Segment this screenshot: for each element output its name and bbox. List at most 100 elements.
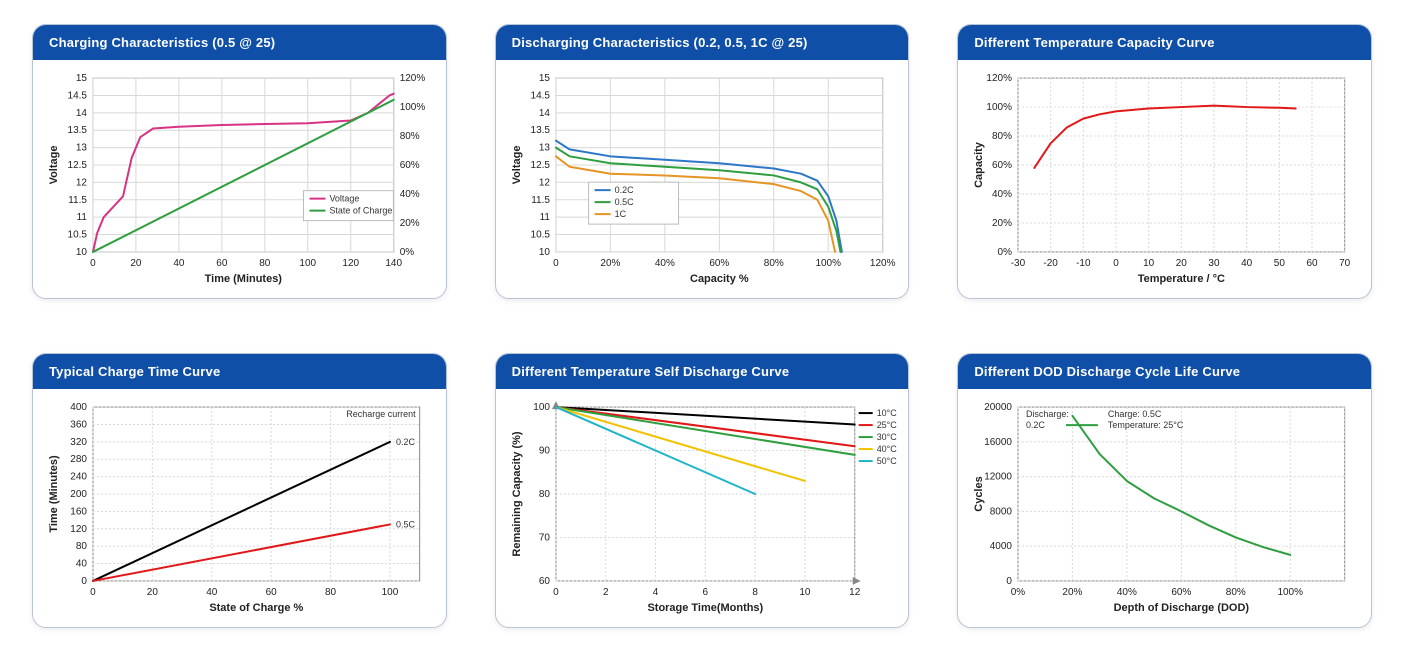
svg-text:Storage Time(Months): Storage Time(Months) <box>647 602 763 614</box>
svg-text:20%: 20% <box>600 258 620 269</box>
svg-text:0%: 0% <box>400 247 415 258</box>
plot-self-discharge: 60708090100024681012Storage Time(Months)… <box>506 397 899 617</box>
svg-text:240: 240 <box>70 472 87 483</box>
svg-text:60: 60 <box>1307 258 1319 269</box>
svg-text:20000: 20000 <box>985 402 1013 413</box>
svg-text:10: 10 <box>76 247 88 258</box>
svg-text:20%: 20% <box>1063 587 1083 598</box>
svg-text:State of Charge: State of Charge <box>329 206 392 216</box>
svg-text:30°C: 30°C <box>876 432 897 442</box>
svg-text:100: 100 <box>382 587 399 598</box>
svg-text:10.5: 10.5 <box>68 230 88 241</box>
card-title: Discharging Characteristics (0.2, 0.5, 1… <box>496 25 909 60</box>
svg-text:16000: 16000 <box>985 437 1013 448</box>
svg-text:10°C: 10°C <box>876 408 897 418</box>
svg-text:20: 20 <box>1176 258 1188 269</box>
svg-text:15: 15 <box>539 73 551 84</box>
svg-text:4000: 4000 <box>990 541 1013 552</box>
svg-text:0: 0 <box>553 258 559 269</box>
plot-discharging: 1010.51111.51212.51313.51414.515020%40%6… <box>506 68 899 288</box>
svg-text:10: 10 <box>1143 258 1155 269</box>
plot-charge-time: 0408012016020024028032036040002040608010… <box>43 397 436 617</box>
svg-text:0: 0 <box>81 576 87 587</box>
svg-text:Charge: 0.5C: Charge: 0.5C <box>1108 409 1162 419</box>
plot-temp-capacity: 0%20%40%60%80%100%120%-30-20-10010203040… <box>968 68 1361 288</box>
svg-text:10.5: 10.5 <box>530 230 550 241</box>
svg-text:100: 100 <box>533 402 550 413</box>
svg-text:20%: 20% <box>992 218 1012 229</box>
svg-text:8000: 8000 <box>990 506 1013 517</box>
card-title: Different Temperature Capacity Curve <box>958 25 1371 60</box>
svg-text:13.5: 13.5 <box>68 125 88 136</box>
svg-text:1C: 1C <box>614 209 626 219</box>
chart-grid: Charging Characteristics (0.5 @ 25) 10 10… <box>32 24 1372 628</box>
svg-text:80%: 80% <box>763 258 783 269</box>
svg-text:14: 14 <box>76 108 88 119</box>
svg-text:Temperature / °C: Temperature / °C <box>1138 273 1225 285</box>
svg-text:100: 100 <box>299 258 316 269</box>
svg-text:0%: 0% <box>1011 587 1026 598</box>
svg-text:20: 20 <box>147 587 159 598</box>
svg-text:Cycles: Cycles <box>973 476 985 511</box>
svg-text:12: 12 <box>849 587 861 598</box>
svg-text:Recharge current: Recharge current <box>346 409 416 419</box>
svg-text:400: 400 <box>70 402 87 413</box>
svg-text:90: 90 <box>539 446 551 457</box>
svg-text:0.2C: 0.2C <box>1026 420 1045 430</box>
svg-text:13: 13 <box>76 143 88 154</box>
svg-text:Discharge:: Discharge: <box>1026 409 1069 419</box>
svg-text:40%: 40% <box>1117 587 1137 598</box>
svg-text:120%: 120% <box>400 73 426 84</box>
svg-text:70: 70 <box>1339 258 1351 269</box>
svg-text:60%: 60% <box>400 160 420 171</box>
svg-text:10: 10 <box>539 247 551 258</box>
svg-text:40°C: 40°C <box>876 444 897 454</box>
svg-text:60%: 60% <box>709 258 729 269</box>
svg-text:2: 2 <box>603 587 609 598</box>
svg-text:120%: 120% <box>870 258 896 269</box>
card-title: Charging Characteristics (0.5 @ 25) <box>33 25 446 60</box>
svg-text:40%: 40% <box>992 189 1012 200</box>
svg-text:60: 60 <box>539 576 551 587</box>
svg-text:80: 80 <box>259 258 271 269</box>
svg-text:80%: 80% <box>1226 587 1246 598</box>
svg-text:160: 160 <box>70 506 87 517</box>
svg-text:Voltage: Voltage <box>511 146 523 185</box>
svg-text:Voltage: Voltage <box>329 194 359 204</box>
svg-text:60%: 60% <box>1172 587 1192 598</box>
svg-text:120: 120 <box>70 524 87 535</box>
svg-text:0: 0 <box>1114 258 1120 269</box>
svg-text:8: 8 <box>752 587 758 598</box>
svg-text:Depth of Discharge (DOD): Depth of Discharge (DOD) <box>1114 602 1250 614</box>
svg-text:11.5: 11.5 <box>68 195 87 206</box>
svg-text:80: 80 <box>539 489 551 500</box>
svg-text:360: 360 <box>70 419 87 430</box>
svg-text:80: 80 <box>76 541 88 552</box>
svg-text:60: 60 <box>266 587 278 598</box>
svg-text:0: 0 <box>90 587 96 598</box>
svg-text:State of Charge %: State of Charge % <box>209 602 303 614</box>
svg-text:40: 40 <box>76 559 88 570</box>
svg-text:Time (Minutes): Time (Minutes) <box>48 455 60 533</box>
svg-text:0.5C: 0.5C <box>614 197 633 207</box>
svg-text:0.2C: 0.2C <box>396 437 415 447</box>
svg-text:0.2C: 0.2C <box>614 185 633 195</box>
card-title: Typical Charge Time Curve <box>33 354 446 389</box>
svg-text:0: 0 <box>553 587 559 598</box>
svg-text:12000: 12000 <box>985 472 1013 483</box>
svg-text:11: 11 <box>77 212 88 223</box>
svg-text:70: 70 <box>539 532 551 543</box>
svg-text:12: 12 <box>76 177 88 188</box>
plot-dod-cycle: 0400080001200016000200000%20%40%60%80%10… <box>968 397 1361 617</box>
svg-text:40: 40 <box>206 587 218 598</box>
svg-text:Time (Minutes): Time (Minutes) <box>205 273 283 285</box>
card-title: Different DOD Discharge Cycle Life Curve <box>958 354 1371 389</box>
card-temp-capacity: Different Temperature Capacity Curve 0%2… <box>957 24 1372 299</box>
svg-text:11: 11 <box>539 212 550 223</box>
svg-text:0: 0 <box>90 258 96 269</box>
svg-text:0.5C: 0.5C <box>396 519 415 529</box>
svg-text:Capacity: Capacity <box>973 141 985 188</box>
svg-text:-10: -10 <box>1076 258 1091 269</box>
svg-text:12: 12 <box>539 177 551 188</box>
svg-text:13.5: 13.5 <box>530 125 550 136</box>
